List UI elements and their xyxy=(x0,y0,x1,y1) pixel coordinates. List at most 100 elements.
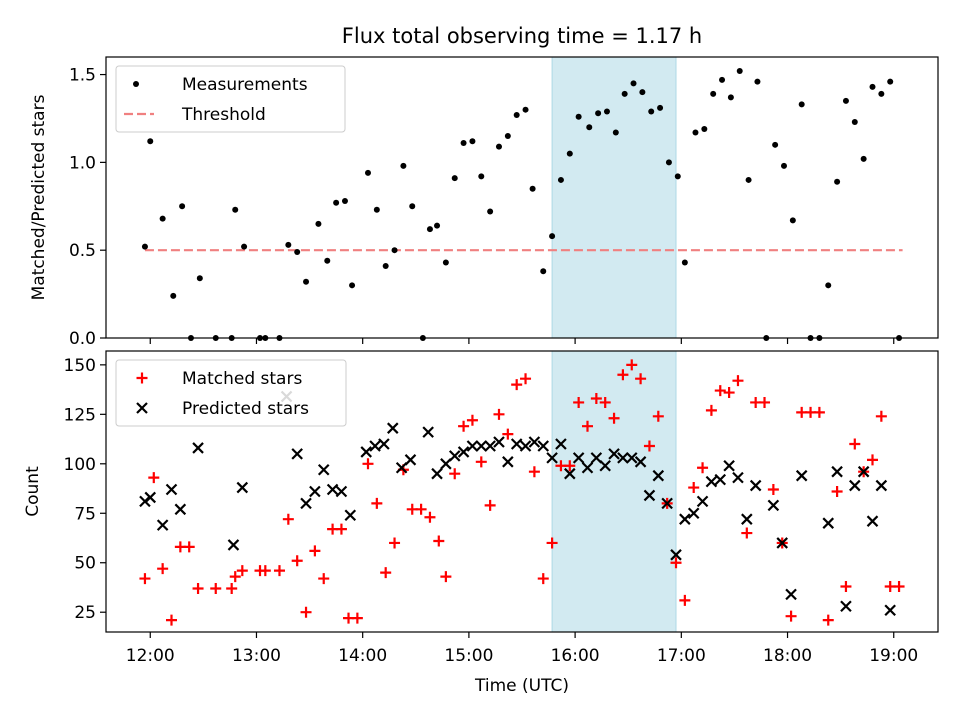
predicted-star-point xyxy=(634,456,647,468)
matched-star-point xyxy=(867,454,879,466)
matched-star-point xyxy=(229,571,241,583)
predicted-star-point xyxy=(687,507,700,520)
measurement-point xyxy=(179,203,186,210)
predicted-star-point xyxy=(555,438,567,450)
x-tick-label: 16:00 xyxy=(551,646,600,666)
matched-star-point xyxy=(705,404,717,416)
measurement-point xyxy=(147,138,154,145)
measurement-point xyxy=(442,259,449,266)
predicted-star-point xyxy=(493,436,505,448)
matched-star-point xyxy=(599,396,611,408)
legend-label: Measurements xyxy=(182,75,308,95)
predicted-star-point xyxy=(617,452,629,464)
x-axis-label: Time (UTC) xyxy=(474,676,569,696)
matched-star-point xyxy=(875,410,887,422)
matched-star-point xyxy=(259,565,271,577)
plot-frame xyxy=(105,56,939,339)
measurement-point xyxy=(878,90,885,97)
matched-star-point xyxy=(813,406,825,418)
measurement-point xyxy=(692,129,699,136)
matched-star-point xyxy=(822,614,834,626)
predicted-star-point xyxy=(431,467,443,480)
x-tick-label: 17:00 xyxy=(657,646,706,666)
measurement-point xyxy=(834,178,841,185)
matched-star-point xyxy=(688,482,700,494)
matched-star-point xyxy=(520,373,532,385)
predicted-star-point xyxy=(590,452,603,464)
measurement-point xyxy=(303,278,310,285)
y-tick-label: 150 xyxy=(64,356,96,376)
matched-star-point xyxy=(226,582,238,594)
matched-star-point xyxy=(351,612,363,624)
measurement-point xyxy=(701,126,708,133)
predicted-star-point xyxy=(670,549,682,561)
predicted-star-point xyxy=(309,485,321,498)
predicted-star-point xyxy=(599,459,611,472)
predicted-star-point xyxy=(475,440,488,452)
measurement-point xyxy=(141,243,148,250)
matched-star-point xyxy=(546,537,558,549)
y-tick-label: 25 xyxy=(74,603,96,623)
measurement-point xyxy=(196,275,203,282)
y-tick-label: 100 xyxy=(64,455,96,475)
measurement-point xyxy=(364,169,371,176)
matched-star-point xyxy=(511,379,523,391)
predicted-star-point xyxy=(661,497,673,510)
predicted-star-point xyxy=(776,537,788,549)
predicted-star-point xyxy=(537,440,550,452)
legend-marker-plus xyxy=(136,372,148,384)
predicted-star-point xyxy=(422,426,434,438)
predicted-star-point xyxy=(440,458,452,470)
matched-star-point xyxy=(300,606,312,618)
measurement-point xyxy=(665,159,672,166)
measurement-point xyxy=(681,259,688,266)
legend-label: Threshold xyxy=(181,105,266,125)
predicted-star-point xyxy=(857,465,870,478)
chart-panels: 0.0 0.5 1.0 1.5 Matched/Predicted stars Measu… xyxy=(23,56,939,696)
predicted-star-point xyxy=(317,463,330,476)
predicted-star-point xyxy=(174,503,187,516)
measurement-point xyxy=(639,89,646,96)
predicted-star-point xyxy=(785,588,797,601)
matched-star-point xyxy=(608,412,620,424)
legend-label: Matched stars xyxy=(182,369,302,389)
legend-marker-dot xyxy=(133,81,139,87)
predicted-star-point xyxy=(291,448,303,460)
measurement-point xyxy=(349,282,356,289)
matched-star-point xyxy=(371,497,383,509)
matched-star-point xyxy=(475,456,487,468)
measurement-point xyxy=(851,118,858,125)
matched-star-point xyxy=(273,565,285,577)
matched-star-point xyxy=(192,582,204,594)
predicted-star-point xyxy=(572,452,585,464)
predicted-star-point xyxy=(652,469,665,482)
matched-star-point xyxy=(785,610,797,622)
measurement-point xyxy=(612,129,619,136)
predicted-star-point xyxy=(875,479,888,492)
measurement-point xyxy=(727,94,734,101)
matched-star-point xyxy=(282,513,294,525)
predicted-star-point xyxy=(300,497,312,510)
matched-star-point xyxy=(362,458,374,470)
y-axis-label: Matched/Predicted stars xyxy=(29,94,49,300)
x-tick-label: 18:00 xyxy=(763,646,812,666)
measurement-point xyxy=(860,155,867,162)
figure-title: Flux total observing time = 1.17 h xyxy=(342,24,702,48)
legend-marker-x xyxy=(136,402,148,414)
matched-star-point xyxy=(424,511,436,523)
measurement-point xyxy=(487,208,494,215)
measurement-point xyxy=(170,292,177,299)
x-tick-label: 14:00 xyxy=(338,646,387,666)
matched-star-point xyxy=(380,567,392,579)
matched-star-point xyxy=(573,396,585,408)
matched-star-point xyxy=(165,614,177,626)
predicted-star-point xyxy=(767,499,780,512)
y-tick-label: 0.5 xyxy=(69,241,96,261)
y-tick-label: 75 xyxy=(74,504,96,524)
x-tick-label: 12:00 xyxy=(126,646,175,666)
matched-star-point xyxy=(741,527,753,539)
x-tick-label: 15:00 xyxy=(444,646,493,666)
measurement-point xyxy=(504,133,511,140)
y-tick-label: 1.5 xyxy=(69,66,96,86)
measurement-point xyxy=(842,97,849,104)
